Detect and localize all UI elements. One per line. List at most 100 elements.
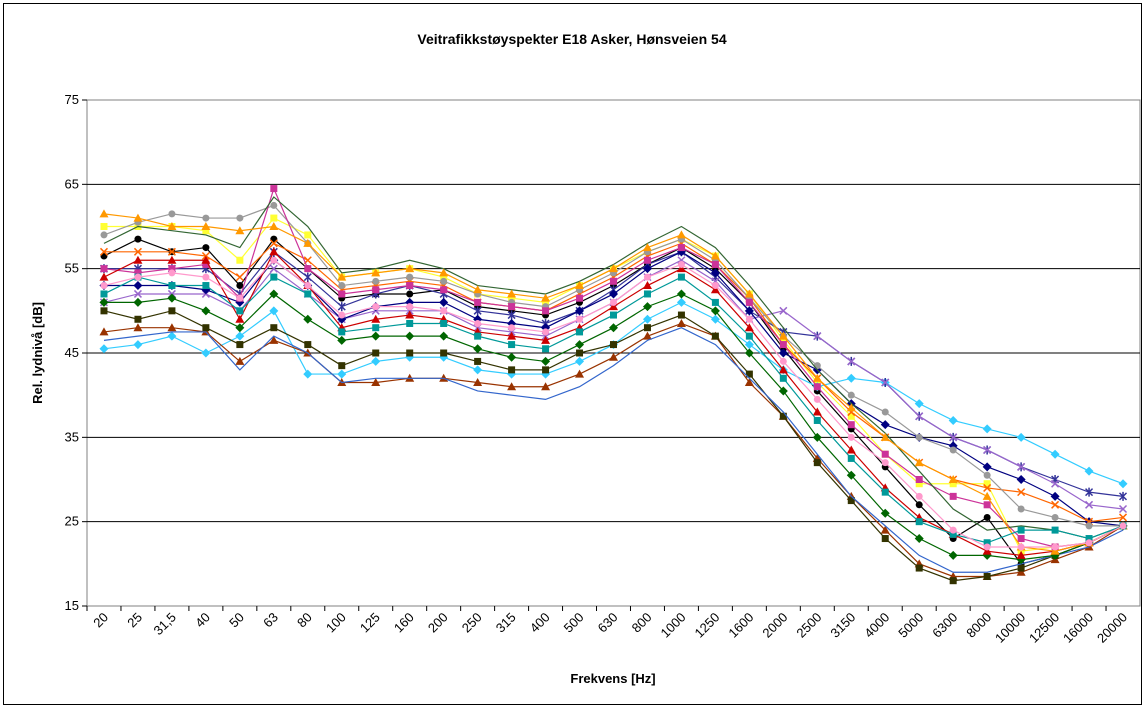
point: [507, 331, 517, 340]
point: [134, 269, 142, 277]
point: [982, 491, 992, 500]
series: [100, 307, 1127, 585]
point: [677, 311, 685, 319]
point: [1051, 479, 1060, 488]
point: [880, 420, 890, 430]
point: [744, 323, 754, 332]
point: [473, 344, 483, 354]
point: [847, 497, 855, 505]
point: [201, 222, 211, 230]
point: [676, 264, 686, 273]
point: [1016, 432, 1026, 442]
point: [406, 282, 414, 290]
point: [813, 332, 822, 341]
point: [847, 357, 856, 366]
y-tick-label: 35: [65, 429, 79, 444]
point: [983, 513, 991, 521]
point: [575, 369, 585, 378]
point: [269, 247, 279, 256]
point: [1050, 449, 1060, 459]
point: [779, 306, 788, 315]
point: [779, 341, 787, 349]
point: [235, 323, 245, 333]
point: [168, 269, 176, 277]
point: [134, 273, 142, 281]
point: [201, 348, 211, 358]
point: [676, 289, 686, 299]
point: [269, 222, 279, 230]
point: [711, 282, 719, 290]
point: [881, 459, 889, 467]
point: [508, 366, 516, 374]
point: [474, 357, 482, 365]
point: [439, 297, 449, 307]
point: [440, 307, 448, 315]
point: [406, 349, 414, 357]
point: [744, 289, 754, 298]
point: [610, 311, 617, 319]
point: [813, 459, 821, 467]
point: [270, 201, 278, 209]
point: [983, 445, 992, 455]
point: [167, 331, 177, 341]
point: [778, 348, 788, 358]
point: [303, 272, 312, 282]
point: [609, 302, 618, 311]
point: [304, 290, 312, 298]
point: [983, 501, 991, 509]
point: [405, 264, 415, 273]
point: [440, 349, 448, 357]
point: [609, 352, 618, 361]
point: [745, 370, 753, 378]
point: [507, 382, 517, 391]
point: [133, 297, 143, 307]
point: [812, 407, 822, 416]
point: [541, 356, 551, 366]
point: [710, 306, 720, 316]
chart-title: Veitrafikkstøyspekter E18 Asker, Hønsvei…: [417, 31, 726, 47]
point: [100, 282, 108, 290]
point: [508, 341, 516, 349]
point: [949, 480, 957, 488]
point: [542, 307, 550, 315]
point: [439, 331, 449, 341]
point: [303, 369, 313, 379]
point: [710, 314, 720, 324]
point: [406, 303, 414, 311]
point: [133, 340, 143, 350]
point: [609, 289, 618, 299]
point: [236, 256, 244, 264]
point: [642, 264, 652, 274]
point: [270, 256, 278, 264]
point: [168, 265, 176, 273]
point: [576, 315, 584, 323]
point: [1050, 491, 1060, 501]
point: [338, 311, 346, 319]
point: [914, 458, 924, 467]
point: [270, 214, 278, 222]
point: [914, 399, 924, 409]
point: [303, 314, 313, 324]
point: [676, 230, 686, 239]
point: [236, 307, 244, 315]
point: [133, 213, 143, 222]
point: [880, 432, 890, 441]
point: [576, 328, 584, 336]
point: [304, 265, 312, 273]
point: [1017, 526, 1025, 534]
point: [779, 336, 787, 344]
point: [269, 264, 278, 273]
point: [1017, 505, 1025, 513]
point: [847, 454, 855, 462]
point: [1085, 522, 1093, 530]
point: [474, 332, 482, 340]
point: [677, 244, 685, 252]
point: [881, 378, 890, 387]
point: [778, 386, 788, 396]
point: [881, 488, 889, 496]
point: [676, 318, 686, 327]
point: [642, 243, 652, 252]
point: [168, 210, 176, 218]
series: [100, 185, 1127, 551]
